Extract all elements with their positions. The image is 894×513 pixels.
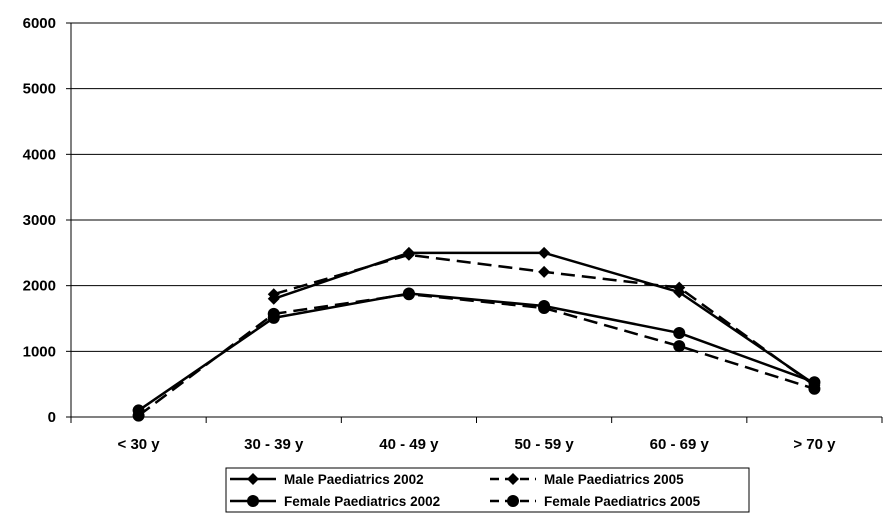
series-lines [132,246,821,422]
data-point [247,473,259,485]
data-point [673,326,686,339]
series-line [137,292,815,417]
data-point [538,301,551,314]
y-tick-label: 3000 [23,212,56,229]
legend-label: Female Paediatrics 2005 [544,494,701,509]
legend-item: Male Paediatrics 2005 [490,472,684,487]
series-4 [132,288,821,422]
data-point [267,288,280,301]
data-point [808,382,821,395]
legend-label: Male Paediatrics 2002 [284,472,424,487]
legend-label: Female Paediatrics 2002 [284,494,440,509]
x-tick-label: < 30 y [118,436,161,453]
series-line [137,292,815,412]
y-tick-label: 1000 [23,343,56,360]
legend-item: Female Paediatrics 2005 [490,494,701,509]
y-tick-label: 0 [48,409,56,426]
data-point [507,473,519,485]
axes [66,22,883,423]
x-tick-label: > 70 y [793,436,836,453]
data-point [132,409,145,422]
data-point [267,307,280,320]
data-point [538,265,551,278]
data-point [402,248,415,261]
legend-item: Male Paediatrics 2002 [230,472,424,487]
y-tick-label: 2000 [23,278,56,295]
x-tick-label: 60 - 69 y [650,436,710,453]
series-3 [132,287,821,417]
data-point [673,340,686,353]
legend: Male Paediatrics 2002 Male Paediatrics 20… [225,467,750,513]
series-2 [267,248,821,392]
data-point [673,281,686,294]
legend-box [225,467,750,513]
data-point [538,246,551,259]
gridlines [71,22,882,352]
y-tick-label: 5000 [23,81,56,98]
x-tick-labels: < 30 y 30 - 39 y 40 - 49 y 50 - 59 y 60 - 69… [118,436,837,453]
data-point [247,495,259,507]
x-tick-label: 30 - 39 y [244,436,304,453]
legend-label: Male Paediatrics 2005 [544,472,684,487]
data-point [507,495,519,507]
data-point [402,288,415,301]
y-tick-label: 6000 [23,15,56,32]
x-tick-label: 40 - 49 y [379,436,439,453]
x-tick-label: 50 - 59 y [514,436,574,453]
legend-item: Female Paediatrics 2002 [230,494,440,509]
y-tick-label: 4000 [23,146,56,163]
y-tick-labels: 0 1000 2000 3000 4000 5000 6000 [23,15,56,426]
